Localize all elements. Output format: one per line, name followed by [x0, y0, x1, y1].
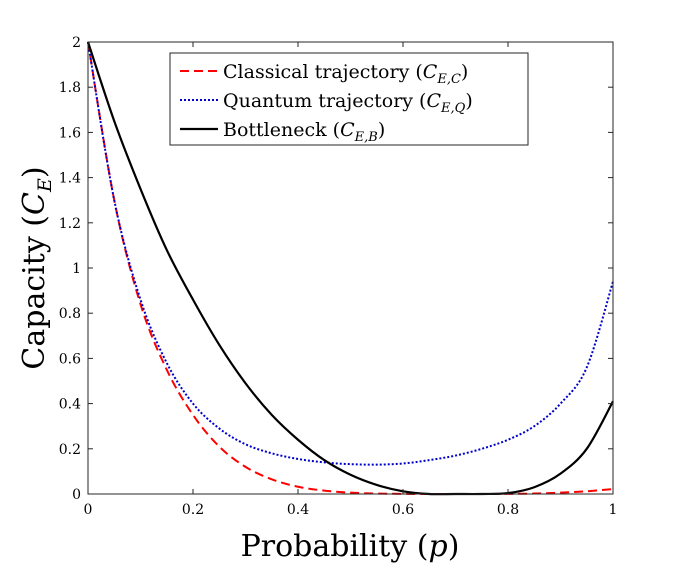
x-tick-label-3: 0.6: [392, 502, 414, 518]
y-tick-label-0: 0: [72, 487, 81, 503]
axis-ticks: [87, 41, 614, 495]
series-line-1: [87, 41, 614, 466]
axis-tick-labels: 0 0.2 0.4 0.6 0.8 1 0 0.2 0.4 0.6 0.8 1 1.2 1.4 1.6 1.8…: [59, 35, 618, 518]
y-tick-label-5: 1: [72, 261, 81, 277]
y-tick-label-7: 1.4: [59, 171, 81, 187]
x-tick-label-0: 0: [84, 502, 93, 518]
x-tick-label-2: 0.4: [287, 502, 309, 518]
y-tick-label-8: 1.6: [59, 125, 81, 141]
legend-entries: Classical trajectory (CE,C) Quantum traje…: [180, 61, 473, 145]
y-tick-label-2: 0.4: [59, 397, 81, 413]
legend-label-1: Quantum trajectory (CE,Q): [223, 90, 473, 116]
y-axis-title: Capacity (CE): [17, 166, 56, 369]
y-tick-label-10: 2: [72, 35, 81, 51]
y-tick-label-3: 0.6: [59, 351, 81, 367]
series-line-2: [86, 41, 614, 496]
y-tick-label-1: 0.2: [59, 442, 81, 458]
legend: Classical trajectory (CE,C) Quantum traje…: [169, 52, 529, 146]
x-tick-label-1: 0.2: [182, 502, 204, 518]
x-axis-title: Probability (p): [241, 529, 460, 564]
y-tick-label-4: 0.8: [59, 306, 81, 322]
x-tick-label-5: 1: [609, 502, 618, 518]
y-tick-label-6: 1.2: [59, 216, 81, 232]
x-tick-label-4: 0.8: [497, 502, 519, 518]
y-tick-label-9: 1.8: [59, 80, 81, 96]
legend-box: [169, 52, 529, 146]
legend-label-2: Bottleneck (CE,B): [223, 119, 385, 145]
legend-label-0: Classical trajectory (CE,C): [223, 61, 468, 87]
